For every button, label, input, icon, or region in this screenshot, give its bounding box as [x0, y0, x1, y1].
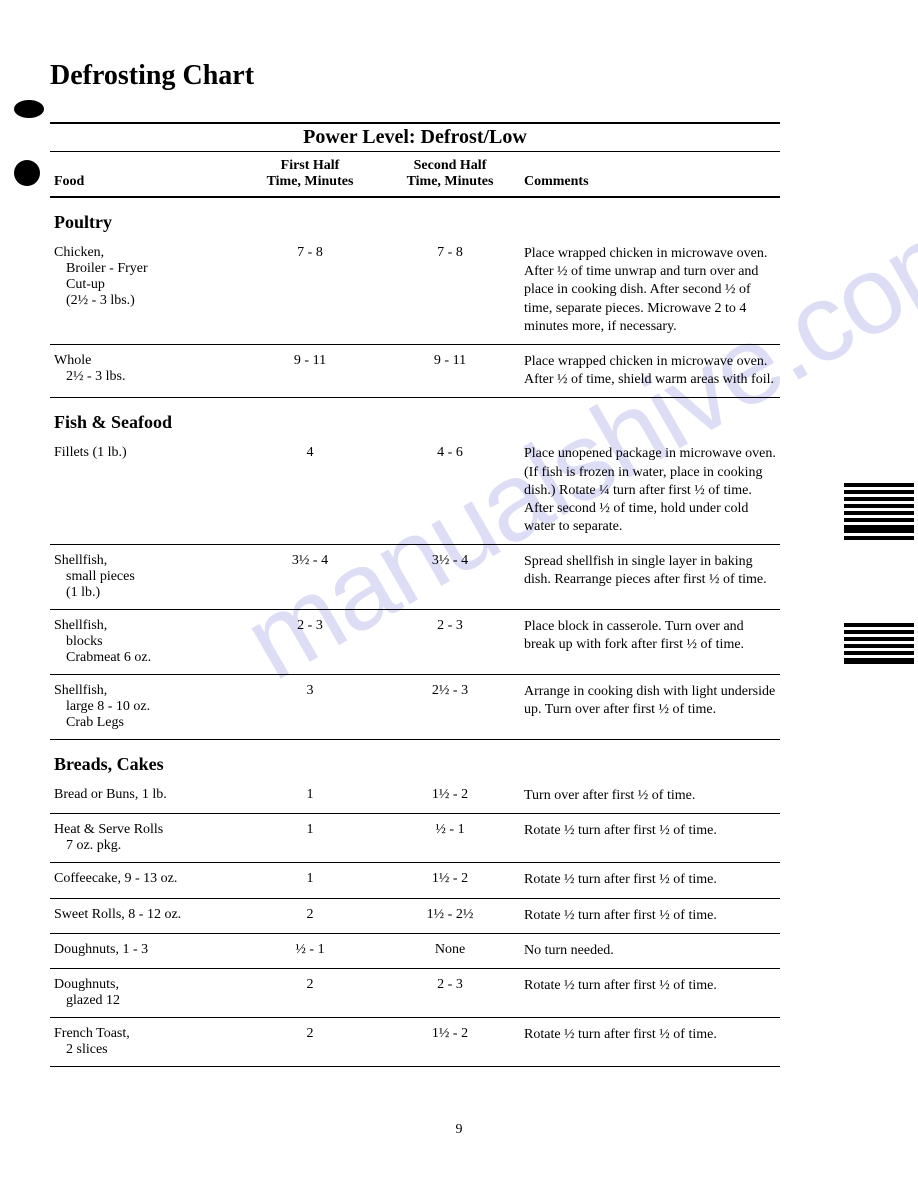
- table-row: Fillets (1 lb.)44 - 6Place unopened pack…: [50, 437, 780, 544]
- comments-cell: Rotate ½ turn after first ½ of time.: [520, 898, 780, 933]
- comments-cell: Rotate ½ turn after first ½ of time.: [520, 863, 780, 898]
- section-header: Fish & Seafood: [50, 398, 780, 438]
- food-cell: Doughnuts, 1 - 3: [50, 933, 240, 968]
- first-half-cell: 2: [240, 898, 380, 933]
- table-row: Chicken,Broiler - FryerCut-up(2½ - 3 lbs…: [50, 237, 780, 344]
- first-half-cell: ½ - 1: [240, 933, 380, 968]
- food-cell: Shellfish,small pieces(1 lb.): [50, 545, 240, 610]
- header-second-half: Second HalfTime, Minutes: [380, 152, 520, 197]
- second-half-cell: 3½ - 4: [380, 545, 520, 610]
- chart-title: Defrosting Chart: [50, 60, 780, 92]
- first-half-cell: 1: [240, 863, 380, 898]
- comments-cell: Rotate ½ turn after first ½ of time.: [520, 969, 780, 1018]
- first-half-cell: 1: [240, 814, 380, 863]
- header-first-half: First HalfTime, Minutes: [240, 152, 380, 197]
- page-number: 9: [0, 1122, 918, 1138]
- second-half-cell: 1½ - 2: [380, 779, 520, 814]
- comments-cell: Rotate ½ turn after first ½ of time.: [520, 1018, 780, 1067]
- comments-cell: Spread shellfish in single layer in baki…: [520, 545, 780, 610]
- header-comments: Comments: [520, 152, 780, 197]
- first-half-cell: 3: [240, 675, 380, 740]
- comments-cell: Place unopened package in microwave oven…: [520, 437, 780, 544]
- comments-cell: Rotate ½ turn after first ½ of time.: [520, 814, 780, 863]
- table-row: Shellfish,small pieces(1 lb.)3½ - 43½ - …: [50, 545, 780, 610]
- first-half-cell: 2: [240, 1018, 380, 1067]
- table-row: Bread or Buns, 1 lb.11½ - 2Turn over aft…: [50, 779, 780, 814]
- first-half-cell: 1: [240, 779, 380, 814]
- first-half-cell: 7 - 8: [240, 237, 380, 344]
- table-row: Sweet Rolls, 8 - 12 oz.21½ - 2½Rotate ½ …: [50, 898, 780, 933]
- second-half-cell: ½ - 1: [380, 814, 520, 863]
- food-cell: Doughnuts,glazed 12: [50, 969, 240, 1018]
- food-cell: Whole2½ - 3 lbs.: [50, 344, 240, 397]
- second-half-cell: 2 - 3: [380, 969, 520, 1018]
- defrosting-table: Food First HalfTime, Minutes Second Half…: [50, 152, 780, 1067]
- scan-artifact-2: [844, 620, 914, 667]
- first-half-cell: 2: [240, 969, 380, 1018]
- second-half-cell: 7 - 8: [380, 237, 520, 344]
- food-cell: Shellfish,blocksCrabmeat 6 oz.: [50, 610, 240, 675]
- header-food: Food: [50, 152, 240, 197]
- table-row: Coffeecake, 9 - 13 oz.11½ - 2Rotate ½ tu…: [50, 863, 780, 898]
- second-half-cell: 2 - 3: [380, 610, 520, 675]
- table-row: Shellfish,blocksCrabmeat 6 oz.2 - 32 - 3…: [50, 610, 780, 675]
- second-half-cell: 4 - 6: [380, 437, 520, 544]
- second-half-cell: 1½ - 2½: [380, 898, 520, 933]
- second-half-cell: 1½ - 2: [380, 863, 520, 898]
- food-cell: Sweet Rolls, 8 - 12 oz.: [50, 898, 240, 933]
- section-header: Poultry: [50, 197, 780, 237]
- section-header: Breads, Cakes: [50, 740, 780, 780]
- table-row: French Toast,2 slices21½ - 2Rotate ½ tur…: [50, 1018, 780, 1067]
- first-half-cell: 3½ - 4: [240, 545, 380, 610]
- food-cell: French Toast,2 slices: [50, 1018, 240, 1067]
- first-half-cell: 9 - 11: [240, 344, 380, 397]
- food-cell: Bread or Buns, 1 lb.: [50, 779, 240, 814]
- table-row: Shellfish,large 8 - 10 oz.Crab Legs32½ -…: [50, 675, 780, 740]
- first-half-cell: 4: [240, 437, 380, 544]
- comments-cell: Place wrapped chicken in microwave oven.…: [520, 237, 780, 344]
- second-half-cell: 9 - 11: [380, 344, 520, 397]
- first-half-cell: 2 - 3: [240, 610, 380, 675]
- second-half-cell: None: [380, 933, 520, 968]
- scan-artifact-1: [844, 480, 914, 543]
- power-level-header: Power Level: Defrost/Low: [50, 122, 780, 152]
- comments-cell: Turn over after first ½ of time.: [520, 779, 780, 814]
- food-cell: Fillets (1 lb.): [50, 437, 240, 544]
- table-row: Doughnuts, 1 - 3½ - 1NoneNo turn needed.: [50, 933, 780, 968]
- food-cell: Chicken,Broiler - FryerCut-up(2½ - 3 lbs…: [50, 237, 240, 344]
- comments-cell: Place wrapped chicken in microwave oven.…: [520, 344, 780, 397]
- comments-cell: Place block in casserole. Turn over and …: [520, 610, 780, 675]
- table-row: Whole2½ - 3 lbs.9 - 119 - 11Place wrappe…: [50, 344, 780, 397]
- table-row: Heat & Serve Rolls7 oz. pkg.1½ - 1Rotate…: [50, 814, 780, 863]
- food-cell: Shellfish,large 8 - 10 oz.Crab Legs: [50, 675, 240, 740]
- second-half-cell: 2½ - 3: [380, 675, 520, 740]
- food-cell: Heat & Serve Rolls7 oz. pkg.: [50, 814, 240, 863]
- comments-cell: No turn needed.: [520, 933, 780, 968]
- comments-cell: Arrange in cooking dish with light under…: [520, 675, 780, 740]
- food-cell: Coffeecake, 9 - 13 oz.: [50, 863, 240, 898]
- table-row: Doughnuts,glazed 1222 - 3Rotate ½ turn a…: [50, 969, 780, 1018]
- second-half-cell: 1½ - 2: [380, 1018, 520, 1067]
